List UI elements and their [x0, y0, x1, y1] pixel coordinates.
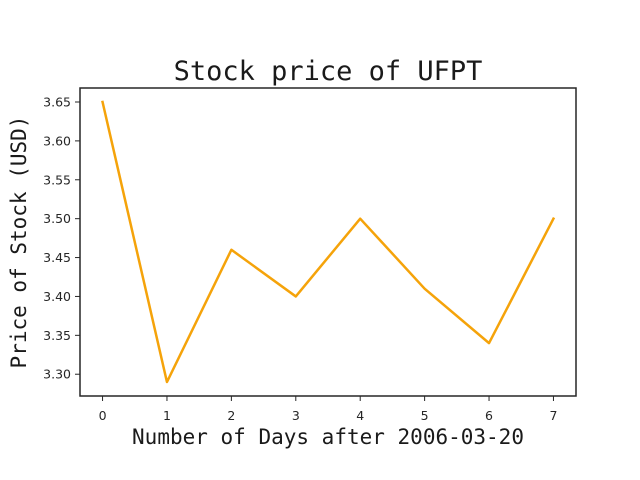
x-tick-label: 1 — [163, 408, 171, 423]
y-tick-label: 3.60 — [43, 133, 71, 148]
data-point — [294, 295, 297, 298]
x-tick-label: 6 — [485, 408, 493, 423]
price-series-line — [101, 100, 556, 384]
x-tick-label: 3 — [292, 408, 300, 423]
data-point — [359, 217, 362, 220]
data-point — [423, 287, 426, 290]
data-point — [166, 381, 168, 383]
y-axis-label: Price of Stock (USD) — [7, 116, 31, 369]
x-tick-label: 0 — [99, 408, 107, 423]
data-point — [488, 342, 490, 344]
y-tick-label: 3.40 — [43, 289, 71, 304]
data-point — [552, 217, 555, 220]
x-tick-label: 5 — [421, 408, 429, 423]
y-tick-label: 3.45 — [43, 250, 71, 265]
x-tick-label: 4 — [356, 408, 364, 423]
data-point — [230, 248, 233, 251]
y-tick-label: 3.50 — [43, 211, 71, 226]
x-tick-label: 7 — [549, 408, 557, 423]
y-tick-label: 3.35 — [43, 328, 71, 343]
axis-ticks: 0 1 2 3 4 5 6 7 3.30 3.35 3.40 3.45 3.50 3.55 3.60 3.65 — [43, 95, 557, 424]
x-tick-label: 2 — [227, 408, 235, 423]
y-tick-label: 3.65 — [43, 95, 71, 110]
y-tick-label: 3.55 — [43, 172, 71, 187]
x-axis-label: Number of Days after 2006-03-20 — [132, 425, 524, 449]
data-point — [101, 101, 104, 103]
series-layer — [101, 100, 556, 384]
chart-title: Stock price of UFPT — [174, 56, 483, 87]
y-tick-label: 3.30 — [43, 367, 71, 382]
plot-area-frame — [79, 87, 577, 397]
